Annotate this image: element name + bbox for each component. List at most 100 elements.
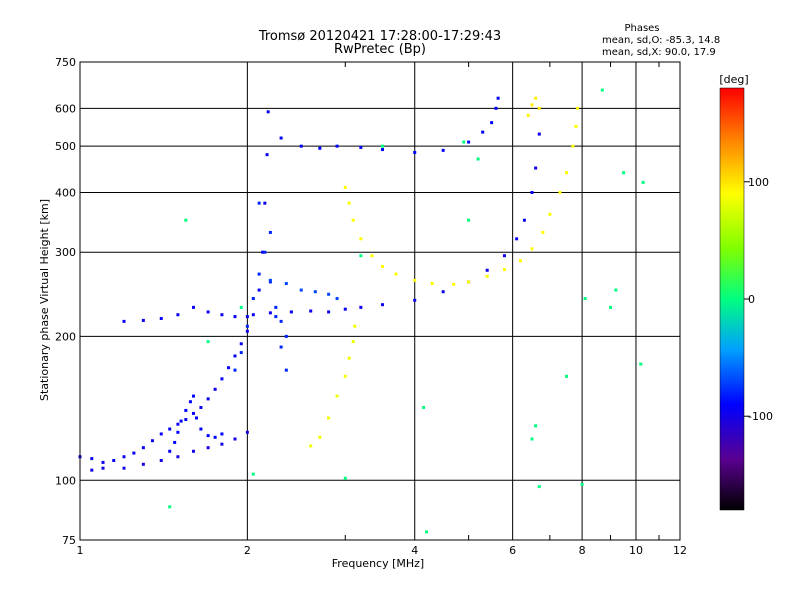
y-tick-label: 500 bbox=[55, 140, 76, 153]
data-point bbox=[351, 218, 355, 222]
data-point bbox=[413, 150, 417, 154]
data-point bbox=[422, 405, 426, 409]
axis-ticks bbox=[344, 62, 660, 540]
data-point bbox=[206, 446, 210, 450]
data-point bbox=[530, 190, 534, 194]
x-tick-label: 2 bbox=[244, 544, 251, 557]
colorbar bbox=[719, 87, 745, 511]
data-point bbox=[213, 387, 217, 391]
data-point bbox=[122, 319, 126, 323]
data-point bbox=[194, 416, 198, 420]
data-point bbox=[184, 418, 188, 422]
data-point bbox=[245, 430, 249, 434]
data-point bbox=[327, 292, 331, 296]
plot-frame bbox=[79, 61, 681, 541]
data-point bbox=[380, 148, 384, 152]
data-point bbox=[168, 427, 172, 431]
y-tick-label: 100 bbox=[55, 474, 76, 487]
data-point bbox=[537, 485, 541, 489]
data-point bbox=[534, 166, 538, 170]
data-point bbox=[122, 455, 126, 459]
phase-stats-x: mean, sd,X: 90.0, 17.9 bbox=[602, 47, 716, 58]
data-point bbox=[184, 218, 188, 222]
data-point bbox=[359, 305, 363, 309]
data-point bbox=[245, 324, 249, 328]
data-point bbox=[530, 437, 534, 441]
x-tick-label: 6 bbox=[509, 544, 516, 557]
colorbar-ticks: 100 0 -100 bbox=[744, 176, 773, 423]
data-point bbox=[335, 144, 339, 148]
data-point bbox=[179, 419, 183, 423]
data-point bbox=[522, 218, 526, 222]
colorbar-tick-label: 100 bbox=[748, 176, 769, 189]
data-point bbox=[199, 427, 203, 431]
data-point bbox=[168, 449, 172, 453]
data-point bbox=[537, 132, 541, 136]
data-point bbox=[548, 212, 552, 216]
data-point bbox=[600, 88, 604, 92]
data-point bbox=[239, 351, 243, 355]
data-point bbox=[245, 329, 249, 333]
data-point bbox=[558, 190, 562, 194]
data-points bbox=[78, 88, 645, 534]
y-tick-label: 200 bbox=[55, 330, 76, 343]
data-point bbox=[299, 288, 303, 292]
data-point bbox=[309, 309, 313, 313]
data-point bbox=[265, 153, 269, 157]
phase-stats-o: mean, sd,O: -85.3, 14.8 bbox=[602, 35, 720, 46]
grid-lines bbox=[80, 62, 680, 540]
data-point bbox=[502, 268, 506, 272]
data-point bbox=[112, 458, 116, 462]
data-point bbox=[343, 185, 347, 189]
data-point bbox=[541, 230, 545, 234]
data-point bbox=[90, 468, 94, 472]
data-point bbox=[90, 457, 94, 461]
data-point bbox=[343, 307, 347, 311]
data-point bbox=[213, 435, 217, 439]
data-point bbox=[227, 366, 231, 370]
data-point bbox=[251, 472, 255, 476]
data-point bbox=[318, 146, 322, 150]
data-point bbox=[347, 201, 351, 205]
data-point bbox=[191, 305, 195, 309]
y-axis-label: Stationary phase Virtual Height [km] bbox=[38, 199, 51, 401]
data-point bbox=[284, 368, 288, 372]
data-point bbox=[534, 424, 538, 428]
data-point bbox=[159, 458, 163, 462]
data-point bbox=[220, 377, 224, 381]
data-point bbox=[284, 282, 288, 286]
data-point bbox=[268, 230, 272, 234]
data-point bbox=[641, 180, 645, 184]
data-point bbox=[289, 310, 293, 314]
data-point bbox=[199, 405, 203, 409]
data-point bbox=[380, 144, 384, 148]
data-point bbox=[353, 324, 357, 328]
data-point bbox=[268, 278, 272, 282]
data-point bbox=[462, 140, 466, 144]
y-tick-label: 400 bbox=[55, 186, 76, 199]
data-point bbox=[173, 440, 177, 444]
data-point bbox=[141, 462, 145, 466]
data-point bbox=[263, 250, 267, 254]
data-point bbox=[614, 288, 618, 292]
data-point bbox=[191, 449, 195, 453]
data-point bbox=[565, 171, 569, 175]
data-point bbox=[430, 282, 434, 286]
data-point bbox=[176, 422, 180, 426]
data-point bbox=[251, 297, 255, 301]
y-tick-label: 75 bbox=[62, 534, 76, 547]
x-tick-label: 10 bbox=[629, 544, 643, 557]
data-point bbox=[206, 310, 210, 314]
data-point bbox=[188, 400, 192, 404]
data-point bbox=[490, 121, 494, 125]
data-point bbox=[274, 305, 278, 309]
data-point bbox=[176, 455, 180, 459]
data-point bbox=[639, 362, 643, 366]
data-point bbox=[441, 148, 445, 152]
data-point bbox=[467, 280, 471, 284]
data-point bbox=[335, 297, 339, 301]
colorbar-label: [deg] bbox=[719, 73, 748, 86]
data-point bbox=[583, 297, 587, 301]
x-tick-label: 8 bbox=[579, 544, 586, 557]
data-point bbox=[261, 250, 265, 254]
